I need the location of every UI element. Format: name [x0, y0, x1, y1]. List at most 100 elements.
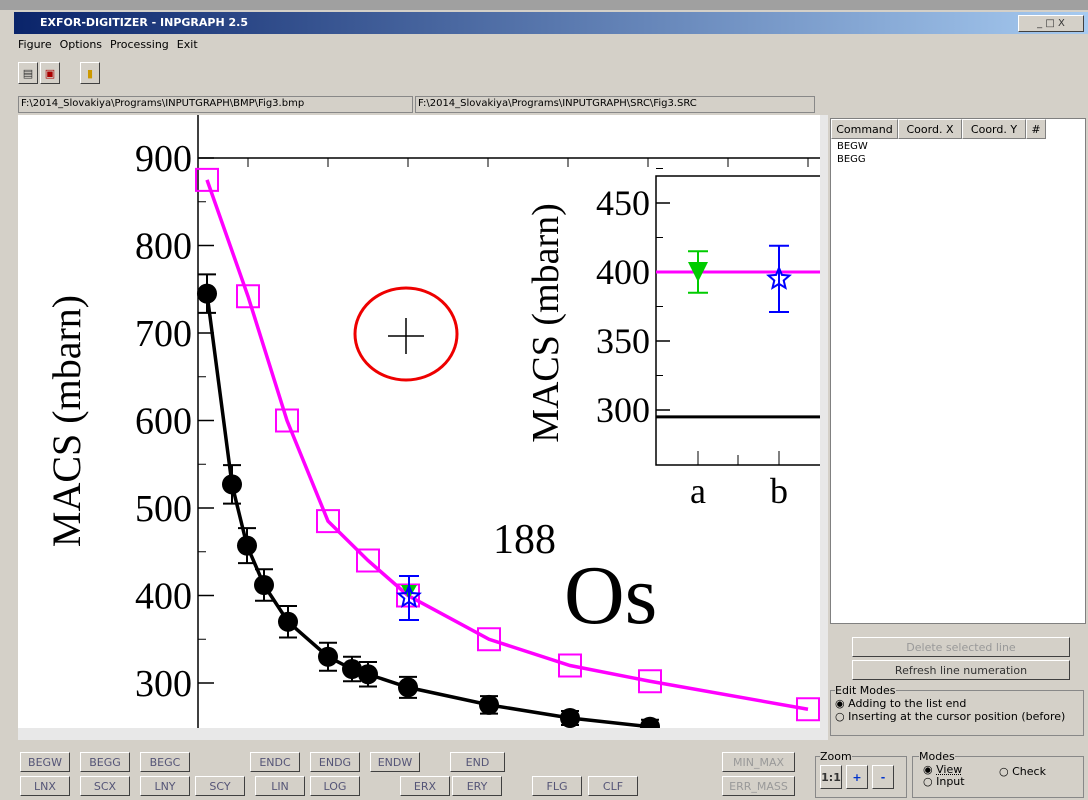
inset-y-tick-label: 300	[596, 390, 650, 430]
inset-marker	[688, 262, 708, 282]
h-scrollbar[interactable]	[18, 728, 828, 740]
bmp-path: F:\2014_Slovakiya\Programs\INPUTGRAPH\BM…	[18, 96, 413, 113]
tool-exit[interactable]: ▮	[80, 62, 100, 84]
menu-item[interactable]: Options	[59, 38, 103, 51]
command-button[interactable]: LOG	[310, 776, 360, 796]
data-point	[560, 708, 580, 728]
v-scrollbar[interactable]	[820, 115, 828, 728]
command-button[interactable]: FLG	[532, 776, 582, 796]
mode-input[interactable]: ○ Input	[923, 775, 965, 788]
edit-modes: Edit Modes ◉ Adding to the list end ○ In…	[830, 684, 1084, 736]
command-button[interactable]: MIN_MAX	[722, 752, 795, 772]
window-title: EXFOR-DIGITIZER - INPGRAPH 2.5	[40, 16, 248, 29]
window-controls[interactable]: _ □ X	[1018, 15, 1084, 32]
data-point	[796, 697, 820, 722]
cell	[962, 141, 1026, 154]
command-button[interactable]: BEGW	[20, 752, 70, 772]
zoom-button[interactable]: 1:1	[820, 765, 842, 789]
command-button[interactable]: BEGC	[140, 752, 190, 772]
label: Check	[1012, 765, 1046, 778]
label: View	[936, 763, 963, 776]
data-point	[275, 408, 299, 433]
command-button[interactable]: LIN	[255, 776, 305, 796]
cell	[1026, 141, 1046, 154]
annotation: Os	[564, 549, 657, 642]
column-header: Coord. X	[898, 119, 962, 139]
menu-bar: Figure Options Processing Exit	[18, 38, 198, 54]
command-button[interactable]: ENDW	[370, 752, 420, 772]
command-button[interactable]: CLF	[588, 776, 638, 796]
command-button[interactable]: ENDC	[250, 752, 300, 772]
tool-new[interactable]: ▤	[18, 62, 38, 84]
y-tick-label: 700	[135, 313, 192, 355]
command-button[interactable]: LNX	[20, 776, 70, 796]
zoom-button[interactable]: +	[846, 765, 868, 789]
y-axis-label: MACS (mbarn)	[44, 295, 89, 547]
menu-item[interactable]: Processing	[110, 38, 169, 51]
label: Adding to the list end	[848, 697, 967, 710]
table-header: Command Coord. X Coord. Y #	[831, 119, 1046, 139]
data-point	[197, 283, 217, 304]
command-table	[830, 118, 1086, 624]
column-header: Coord. Y	[962, 119, 1026, 139]
command-button[interactable]: ENDG	[310, 752, 360, 772]
data-point	[278, 611, 298, 632]
src-path: F:\2014_Slovakiya\Programs\INPUTGRAPH\SR…	[415, 96, 815, 113]
title-bar: EXFOR-DIGITIZER - INPGRAPH 2.5	[14, 12, 1088, 34]
y-tick-label: 800	[135, 226, 192, 268]
inset-y-label: MACS (mbarn)	[525, 203, 567, 443]
data-point	[398, 677, 418, 698]
zoom-button[interactable]: -	[872, 765, 894, 789]
menu-item[interactable]: Figure	[18, 38, 52, 51]
table-body: BEGW BEGG	[831, 141, 1046, 167]
y-tick-label: 400	[135, 576, 192, 618]
fit-curve	[205, 293, 651, 728]
command-button[interactable]: BEGG	[80, 752, 130, 772]
command-button[interactable]: SCX	[80, 776, 130, 796]
inset-frame	[655, 175, 820, 466]
zoom-buttons: 1:1 + -	[820, 765, 902, 789]
option-add[interactable]: ◉ Adding to the list end	[835, 697, 967, 710]
command-button[interactable]: ERR_MASS	[722, 776, 795, 796]
menu-item[interactable]: Exit	[176, 38, 198, 51]
tool-save[interactable]: ▣	[40, 62, 60, 84]
data-point	[356, 548, 380, 573]
data-point	[558, 653, 582, 678]
data-point	[195, 167, 219, 192]
table-row: BEGW	[831, 141, 1046, 154]
fit-curve	[205, 179, 809, 711]
inset-x-label: b	[770, 471, 788, 511]
y-tick-label: 600	[135, 401, 192, 443]
data-point	[254, 575, 274, 595]
plot-bg	[18, 115, 820, 728]
column-header: #	[1026, 119, 1046, 139]
cell: BEGW	[837, 141, 868, 152]
data-point	[316, 509, 340, 534]
y-tick-label: 900	[135, 138, 192, 180]
zoom-title: Zoom	[820, 750, 852, 763]
command-button[interactable]: SCY	[195, 776, 245, 796]
inset-y-tick-label: 400	[596, 252, 650, 292]
data-point	[477, 627, 501, 652]
command-button[interactable]: ERX	[400, 776, 450, 796]
label: Inserting at the cursor position (before…	[848, 710, 1066, 723]
command-button[interactable]: LNY	[140, 776, 190, 796]
refresh-button[interactable]: Refresh line numeration	[852, 660, 1070, 680]
inset-y-tick-label: 350	[596, 321, 650, 361]
command-button[interactable]: ERY	[452, 776, 502, 796]
modes-title: Modes	[919, 750, 955, 763]
option-insert[interactable]: ○ Inserting at the cursor position (befo…	[835, 710, 1066, 723]
delete-button[interactable]: Delete selected line	[852, 637, 1070, 657]
command-button[interactable]: END	[450, 752, 505, 772]
outer-frame	[0, 0, 1088, 10]
mode-check[interactable]: ○ Check	[999, 765, 1046, 778]
inset-error-bar	[769, 244, 789, 314]
mode-view[interactable]: ◉ View	[923, 763, 963, 776]
annotation: 188	[493, 517, 556, 563]
data-point	[222, 474, 242, 495]
edit-modes-title: Edit Modes	[835, 684, 896, 697]
y-tick-label: 500	[135, 488, 192, 530]
overlay-error	[399, 575, 419, 621]
data-point	[358, 664, 378, 685]
